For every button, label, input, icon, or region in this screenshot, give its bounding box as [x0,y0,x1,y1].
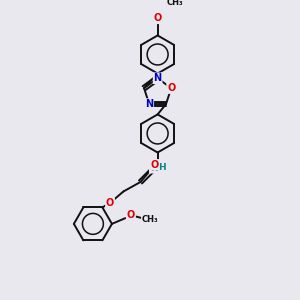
Text: N: N [150,163,158,173]
Text: H: H [159,163,166,172]
Text: N: N [145,99,153,109]
Text: O: O [167,83,175,93]
Text: O: O [154,13,162,23]
Text: O: O [127,210,135,220]
Text: CH₃: CH₃ [167,0,183,7]
Text: CH₃: CH₃ [142,214,158,224]
Text: N: N [154,73,162,83]
Text: O: O [151,160,159,170]
Text: O: O [106,198,114,208]
